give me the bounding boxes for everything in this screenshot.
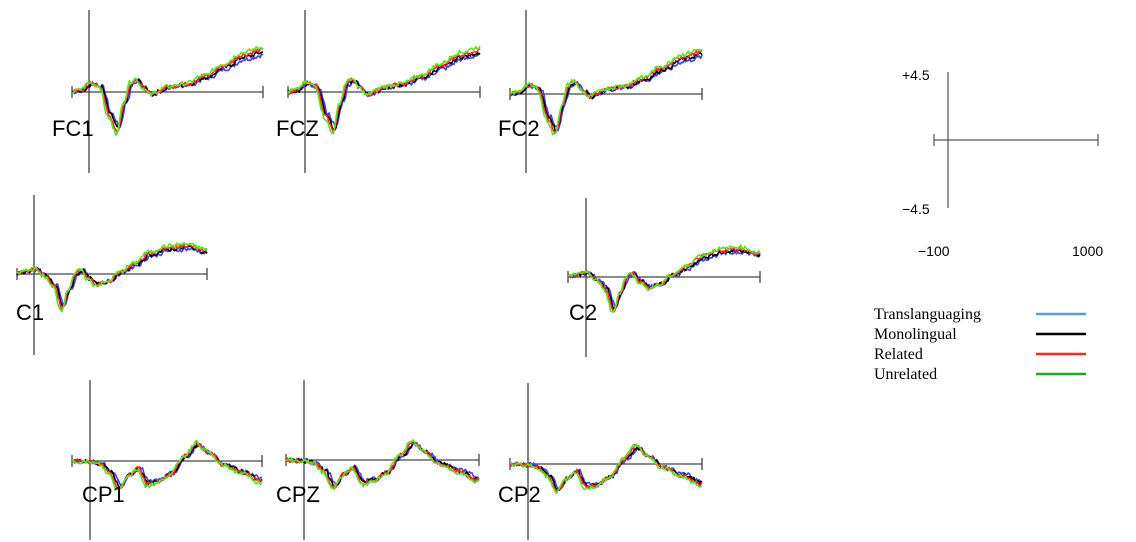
electrode-panel-fc2: FC2 [498,10,703,173]
waveform-c1-3 [16,241,207,313]
waveform-c2-3 [567,244,761,313]
electrode-label-c1: C1 [16,300,44,325]
legend-label-related: Related [874,346,923,363]
electrode-panel-fcz: FCZ [276,10,481,173]
legend-label-monolingual: Monolingual [874,326,957,343]
legend: Translanguaging Monolingual Related Unrelat… [874,306,1086,383]
electrode-panel-cpz: CPZ [276,380,480,540]
waveform-cp2-3 [509,443,703,495]
electrode-panel-cp1: CP1 [71,380,263,540]
electrode-label-c2: C2 [569,300,597,325]
electrode-label-cp2: CP2 [498,482,541,507]
waveform-fcz-3 [287,45,481,135]
electrode-panel-cp2: CP2 [498,383,703,540]
legend-label-translanguaging: Translanguaging [874,306,981,323]
scale-x-right-label: 1000 [1072,243,1103,259]
waveform-cpz-1 [285,441,480,489]
electrode-label-cpz: CPZ [276,482,320,507]
scale-panel: +4.5 −4.5 −100 1000 [902,67,1103,259]
electrode-panel-c2: C2 [567,198,761,357]
electrode-label-cp1: CP1 [82,482,125,507]
waveform-fc1-3 [71,45,264,136]
electrode-label-fc1: FC1 [52,116,94,141]
electrode-label-fc2: FC2 [498,116,540,141]
electrode-panels: FC1 FCZ FC2 C1 C2 CP1 CPZ CP2 [16,10,761,540]
scale-y-bottom-label: −4.5 [902,201,930,217]
scale-x-left-label: −100 [918,243,950,259]
scale-y-top-label: +4.5 [902,67,930,83]
legend-label-unrelated: Unrelated [874,366,937,383]
waveform-fc2-3 [509,48,703,136]
electrode-panel-fc1: FC1 [52,10,264,173]
electrode-panel-c1: C1 [16,195,208,355]
electrode-label-fcz: FCZ [276,116,319,141]
waveform-cpz-3 [285,439,480,491]
waveform-cp1-3 [71,440,263,491]
